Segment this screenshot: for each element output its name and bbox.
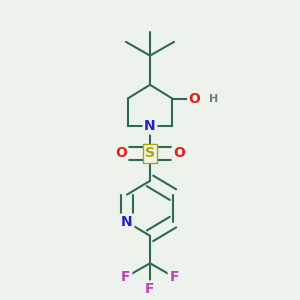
- Text: O: O: [115, 146, 127, 161]
- Text: S: S: [145, 146, 155, 161]
- Text: F: F: [169, 270, 179, 284]
- Text: H: H: [209, 94, 218, 103]
- Text: O: O: [189, 92, 201, 106]
- Text: N: N: [121, 215, 133, 229]
- Text: N: N: [144, 119, 156, 133]
- Text: F: F: [121, 270, 131, 284]
- Text: O: O: [173, 146, 185, 161]
- Text: F: F: [145, 282, 155, 296]
- Text: S: S: [145, 146, 155, 161]
